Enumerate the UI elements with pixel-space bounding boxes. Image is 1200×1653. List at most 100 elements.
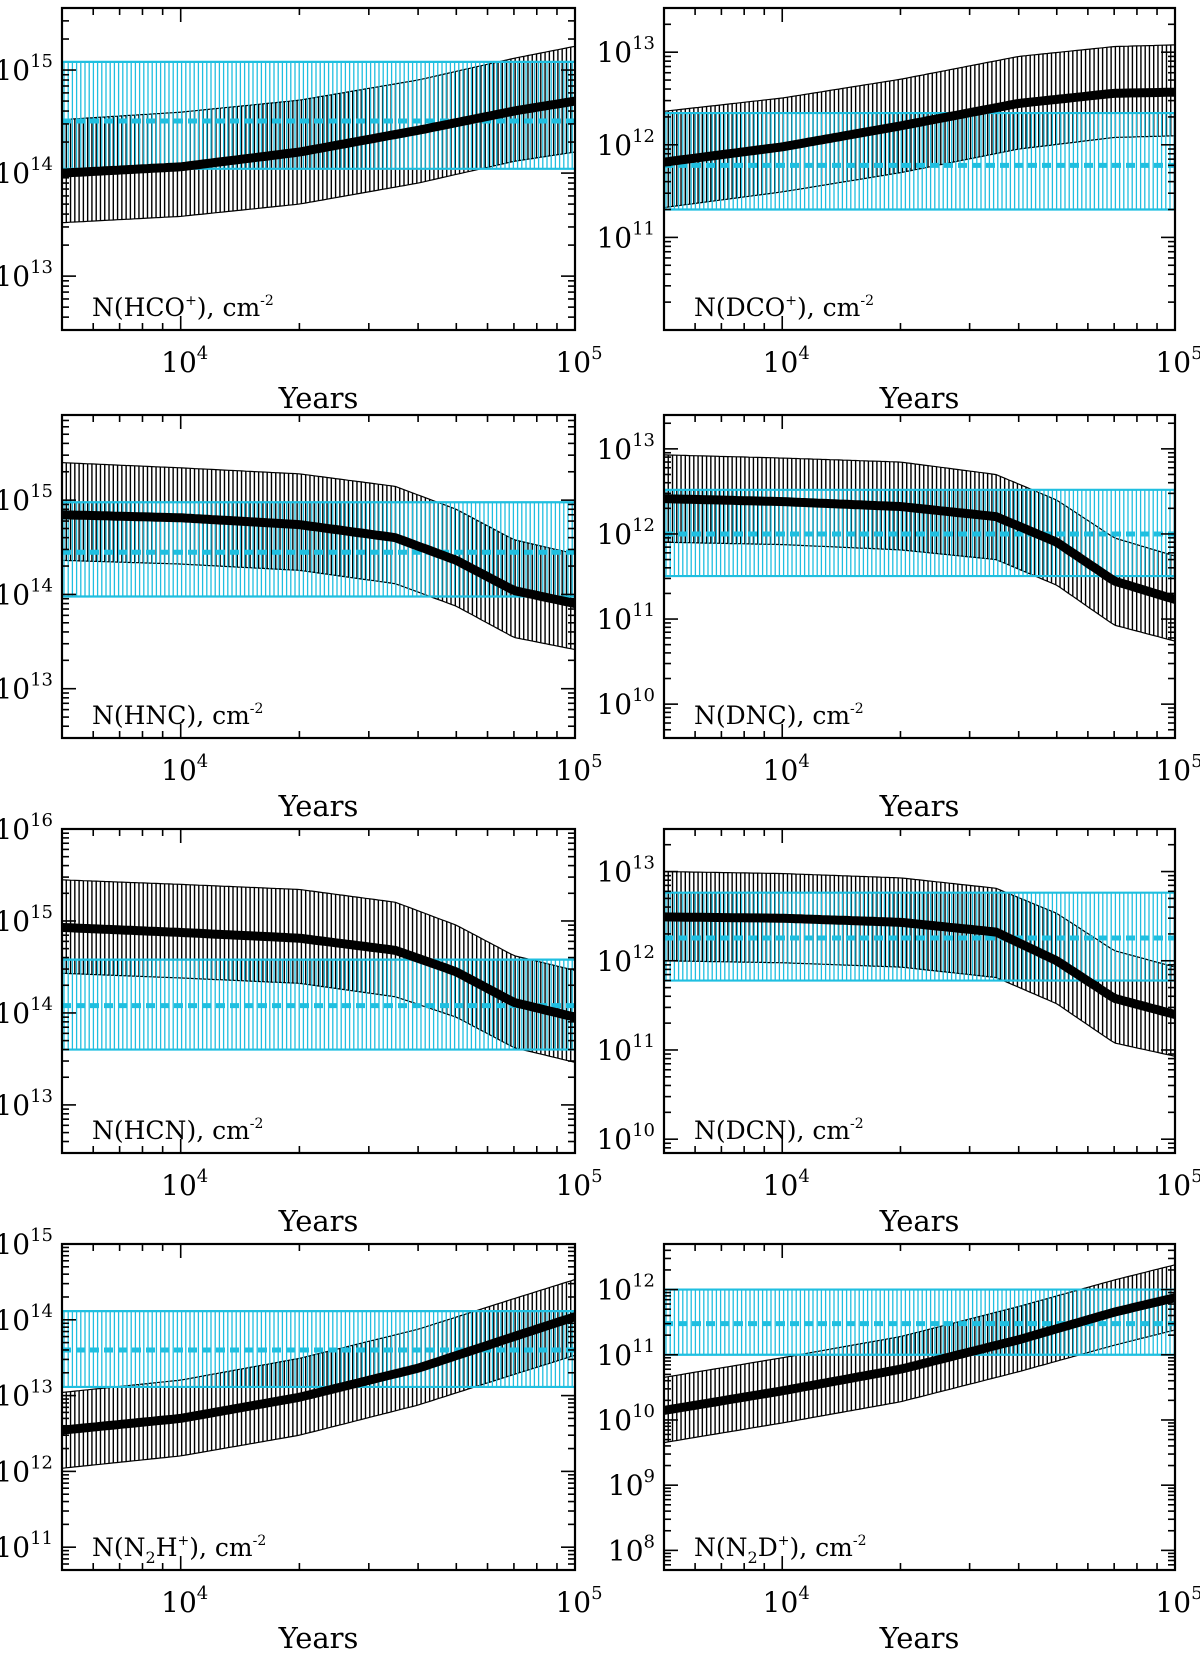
y-tick-label: 1012 <box>596 1271 655 1307</box>
y-tick-label: 1013 <box>596 430 655 466</box>
plot-area <box>62 462 575 651</box>
panel-5: 1013 1014 1015 1016 104 105 Years N(HCN), cm-2 <box>0 810 603 1238</box>
y-tick-label: 1011 <box>596 218 655 254</box>
axis-ticks <box>663 828 1176 1154</box>
panel-label: N(HCN), cm-2 <box>92 1116 263 1145</box>
y-tick-label: 1014 <box>0 994 53 1030</box>
plot-area <box>62 1278 575 1469</box>
model-lower-line <box>664 541 1175 642</box>
y-tick-label: 1010 <box>596 1120 655 1156</box>
x-tick-label: 105 <box>555 1583 602 1619</box>
panel-label: N(N2H+), cm-2 <box>92 1533 266 1567</box>
y-tick-label: 1015 <box>0 51 53 87</box>
x-tick-label: 105 <box>1155 751 1200 787</box>
model-upper-line <box>62 879 575 971</box>
y-tick-label: 1012 <box>596 942 655 978</box>
axis-ticks <box>61 7 576 331</box>
model-lower-line <box>62 151 575 224</box>
x-axis-label: Years <box>278 1621 359 1653</box>
y-tick-label: 1014 <box>0 575 53 611</box>
model-median-line <box>62 923 575 1022</box>
observed-band <box>62 958 575 1051</box>
panel-7: 1011 1012 1013 1014 1015 104 105 Years N(N2H+), … <box>0 1225 603 1653</box>
model-upper-line <box>664 44 1175 112</box>
y-tick-label: 1011 <box>0 1528 53 1564</box>
x-tick-label: 104 <box>763 1583 810 1619</box>
observed-band <box>664 111 1175 211</box>
y-tick-label: 1013 <box>0 1377 53 1413</box>
model-lower-line <box>62 1354 575 1469</box>
plot-area <box>62 879 575 1063</box>
x-axis-label: Years <box>879 789 960 823</box>
x-axis-label: Years <box>278 381 359 415</box>
axis-ticks <box>663 415 1176 739</box>
x-tick-label: 105 <box>555 751 602 787</box>
plot-area <box>664 44 1175 211</box>
x-axis-label: Years <box>879 381 960 415</box>
x-tick-label: 104 <box>161 343 208 379</box>
x-tick-label: 105 <box>555 343 602 379</box>
y-tick-label: 1013 <box>596 853 655 889</box>
y-tick-label: 1012 <box>0 1452 53 1488</box>
x-tick-label: 105 <box>1155 1166 1200 1202</box>
y-tick-label: 108 <box>608 1531 655 1567</box>
model-median-line <box>664 494 1175 604</box>
panel-label: N(N2D+), cm-2 <box>694 1533 866 1567</box>
model-median-line <box>664 1293 1175 1415</box>
x-tick-label: 104 <box>161 1166 208 1202</box>
plot-frame <box>60 827 577 1155</box>
panel-label: N(DCN), cm-2 <box>694 1116 864 1145</box>
y-tick-label: 1014 <box>0 1301 53 1337</box>
model-error-bars <box>62 462 575 650</box>
plot-frame <box>662 827 1177 1155</box>
plot-frame <box>662 413 1177 740</box>
x-tick-label: 104 <box>763 343 810 379</box>
axis-ticks <box>663 1243 1176 1571</box>
plot-area <box>664 454 1175 642</box>
y-tick-label: 1011 <box>596 1031 655 1067</box>
plot-area <box>664 1264 1175 1444</box>
axis-ticks <box>663 7 1176 331</box>
y-tick-label: 1014 <box>0 154 53 190</box>
plot-frame <box>60 6 577 332</box>
axis-ticks <box>61 414 576 739</box>
x-tick-label: 104 <box>763 1166 810 1202</box>
plot-area <box>62 45 575 224</box>
y-tick-label: 1013 <box>0 257 53 293</box>
plot-frame <box>662 1242 1177 1572</box>
x-tick-label: 105 <box>1155 1583 1200 1619</box>
y-tick-label: 1015 <box>0 1225 53 1261</box>
y-tick-label: 1012 <box>596 515 655 551</box>
x-axis-label: Years <box>879 1204 960 1238</box>
y-tick-label: 1013 <box>596 33 655 69</box>
x-tick-label: 104 <box>161 751 208 787</box>
panel-2: 1011 1012 1013 104 105 Years N(DCO+), cm-2 <box>596 6 1200 415</box>
axis-ticks <box>61 828 576 1154</box>
panel-1: 1013 1014 1015 104 105 Years N(HCO+), cm-2 <box>0 6 603 415</box>
y-tick-label: 1011 <box>596 1336 655 1372</box>
y-tick-label: 1011 <box>596 600 655 636</box>
model-median-line <box>664 912 1175 1019</box>
panel-label: N(DNC), cm-2 <box>694 701 864 730</box>
y-tick-label: 1015 <box>0 481 53 517</box>
model-median-line <box>664 87 1175 167</box>
model-median-line <box>62 1312 575 1435</box>
y-tick-label: 1016 <box>0 810 53 846</box>
x-axis-label: Years <box>278 789 359 823</box>
y-tick-label: 109 <box>608 1466 655 1502</box>
plot-frame <box>662 6 1177 332</box>
model-upper-line <box>62 462 575 555</box>
panel-4: 1010 1011 1012 1013 104 105 Years N(DNC), cm-2 <box>596 413 1200 823</box>
model-error-bars <box>62 46 575 223</box>
x-tick-label: 105 <box>1155 343 1200 379</box>
model-error-bars <box>62 879 575 1063</box>
y-tick-label: 1012 <box>596 126 655 162</box>
y-tick-label: 1015 <box>0 902 53 938</box>
model-median-line <box>62 510 575 609</box>
y-tick-label: 1013 <box>0 670 53 706</box>
panel-label: N(HNC), cm-2 <box>92 701 263 730</box>
x-tick-label: 105 <box>555 1166 602 1202</box>
panel-3: 1013 1014 1015 104 105 Years N(HNC), cm-2 <box>0 413 603 823</box>
observed-band <box>62 1310 575 1389</box>
panel-8: 108 109 1010 1011 1012 104 105 Years N(N2D+), cm… <box>596 1242 1200 1653</box>
